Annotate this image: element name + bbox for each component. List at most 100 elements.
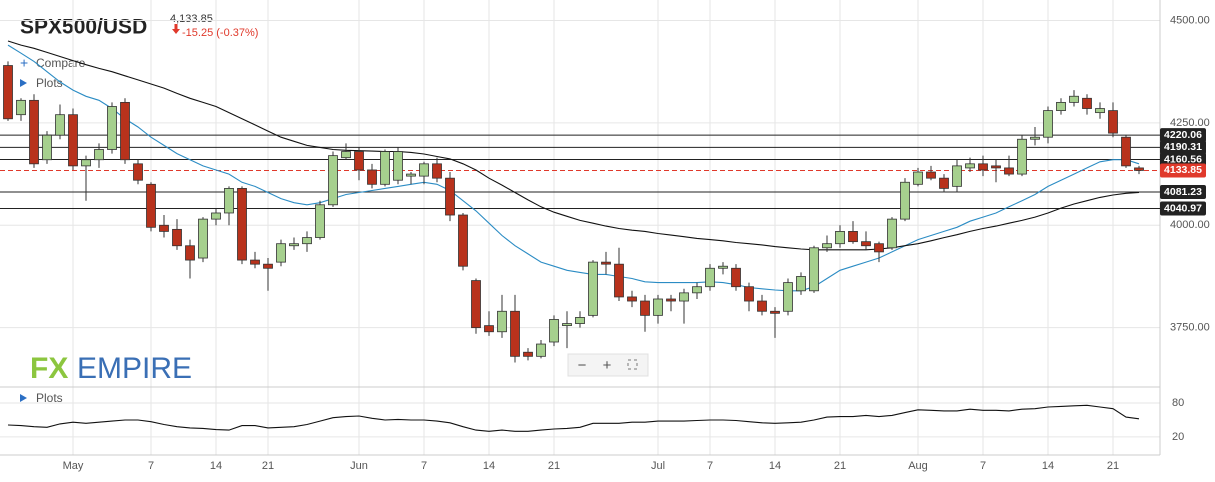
level-box [1160, 152, 1206, 167]
candle-body [1030, 136, 1040, 140]
indicator-label[interactable]: Plots [36, 391, 63, 405]
level-box [1160, 201, 1206, 216]
level-box [1160, 184, 1206, 199]
level-box [1160, 140, 1206, 155]
plots-icon[interactable] [20, 79, 27, 87]
compare-button[interactable]: Compare [36, 56, 86, 70]
x-tick-label: Jul [651, 460, 665, 472]
candle-body [328, 155, 338, 206]
level-label: 4190.31 [1164, 141, 1202, 153]
candle-body [237, 188, 247, 261]
x-tick-label: Aug [908, 460, 928, 472]
x-tick-label: 7 [980, 460, 986, 472]
candle-body [627, 296, 637, 302]
candle-body [939, 177, 949, 189]
last-price-label: 4133.85 [1164, 164, 1202, 176]
candle-body [601, 261, 611, 265]
candle-body [224, 188, 234, 214]
candle-body [1017, 138, 1027, 175]
candle-body [978, 163, 988, 171]
candle-body [718, 265, 728, 269]
candle-body [744, 286, 754, 302]
candle-body [315, 204, 325, 238]
candle-body [1043, 110, 1053, 138]
candle-body [900, 181, 910, 220]
candle-body [653, 298, 663, 316]
candle-body [536, 343, 546, 357]
x-tick-label: 7 [707, 460, 713, 472]
x-tick-label: 14 [210, 460, 222, 472]
candle-body [549, 319, 559, 343]
candle-body [692, 286, 702, 294]
moving-average [7, 44, 1140, 292]
fullscreen[interactable] [627, 359, 638, 370]
candle-body [471, 280, 481, 329]
level-box [1160, 128, 1206, 143]
price-change: -15.25 (-0.37%) [182, 27, 258, 39]
candle-body [432, 163, 442, 179]
zoom-controls: − + [567, 353, 649, 377]
candle-body [575, 317, 585, 324]
y-tick-label: 3750.00 [1170, 322, 1210, 334]
zoom-in[interactable]: + [603, 357, 612, 374]
candle-body [341, 151, 351, 159]
candle-body [809, 247, 819, 292]
x-tick-label: 21 [1107, 460, 1119, 472]
y-tick-label: 20 [1172, 431, 1184, 443]
zoom-out[interactable]: − [578, 357, 587, 374]
candle-body [783, 282, 793, 312]
candle-body [1095, 108, 1105, 114]
x-tick-label: Jun [350, 460, 368, 472]
last-price-box [1160, 163, 1206, 178]
x-tick-label: 14 [1042, 460, 1054, 472]
candle-body [1082, 97, 1092, 109]
symbol-title: SPX500/USD [20, 16, 147, 39]
candle-body [991, 165, 1001, 169]
plots-button[interactable]: Plots [36, 76, 63, 90]
candle-body [107, 106, 117, 150]
candle-body [926, 171, 936, 179]
x-tick-label: 14 [769, 460, 781, 472]
candle-body [393, 151, 403, 181]
candle-body [822, 243, 832, 249]
x-tick-label: 21 [548, 460, 560, 472]
candle-body [484, 325, 494, 333]
compare-icon[interactable]: + [20, 55, 28, 71]
candle-body [835, 231, 845, 245]
candle-body [276, 243, 286, 263]
candle-body [562, 323, 572, 327]
candle-body [146, 183, 156, 228]
candle-body [510, 310, 520, 357]
logo-fx: FX [30, 352, 68, 385]
x-tick-label: 7 [148, 460, 154, 472]
candle-body [68, 114, 78, 167]
candle-body [211, 212, 221, 220]
candle-body [497, 310, 507, 333]
x-tick-label: 7 [421, 460, 427, 472]
candle-body [757, 300, 767, 312]
candle-body [419, 163, 429, 177]
candle-body [1108, 110, 1118, 134]
candle-body [367, 169, 377, 185]
y-tick-label: 4250.00 [1170, 117, 1210, 129]
candle-body [874, 243, 884, 253]
x-tick-label: 21 [262, 460, 274, 472]
y-tick-label: 4500.00 [1170, 14, 1210, 26]
plots-icon[interactable] [20, 394, 27, 402]
candle-body [380, 151, 390, 185]
logo-empire: EMPIRE [77, 352, 192, 385]
candle-body [705, 267, 715, 288]
candle-body [1056, 101, 1066, 111]
candle-body [445, 177, 455, 216]
candle-body [120, 101, 130, 161]
y-tick-label: 4000.00 [1170, 219, 1210, 231]
candle-body [614, 263, 624, 298]
candle-body [965, 163, 975, 169]
candle-body [172, 228, 182, 247]
candle-body [458, 214, 468, 267]
candle-body [1004, 167, 1014, 175]
level-label: 4081.23 [1164, 186, 1202, 198]
candle-body [16, 99, 26, 116]
candle-body [185, 245, 195, 261]
